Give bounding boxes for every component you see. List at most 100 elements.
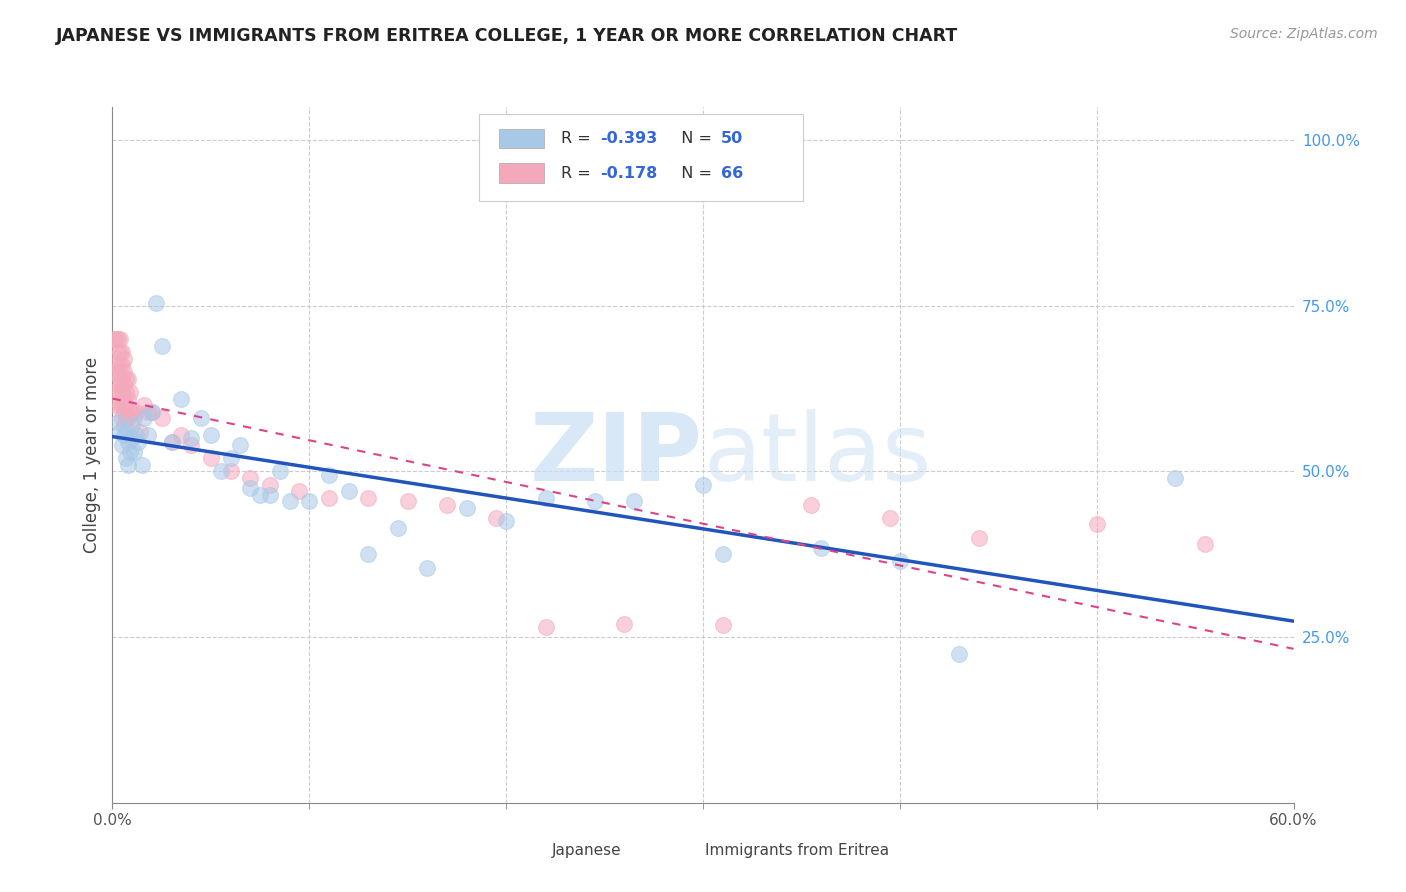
Point: [141, 405, 163, 419]
Point: [107, 415, 129, 429]
Point: [219, 451, 242, 466]
FancyBboxPatch shape: [662, 845, 695, 857]
Text: -0.178: -0.178: [600, 166, 658, 181]
Point: [112, 351, 135, 366]
Point: [170, 392, 193, 406]
Point: [121, 431, 143, 445]
Point: [125, 428, 148, 442]
Point: [111, 345, 134, 359]
Point: [209, 465, 232, 479]
Text: N =: N =: [671, 166, 717, 181]
Point: [107, 365, 129, 379]
Point: [200, 451, 222, 466]
Point: [111, 398, 134, 412]
Point: [122, 411, 145, 425]
Point: [298, 494, 321, 508]
Point: [357, 547, 380, 561]
Point: [111, 359, 134, 373]
Point: [127, 434, 149, 449]
Point: [623, 494, 645, 508]
Point: [112, 365, 135, 379]
Point: [534, 491, 557, 505]
Point: [889, 554, 911, 568]
Point: [967, 531, 990, 545]
Text: -0.393: -0.393: [600, 131, 658, 146]
Point: [318, 491, 340, 505]
Point: [129, 425, 152, 439]
Point: [1164, 471, 1187, 485]
Point: [110, 332, 132, 346]
Point: [105, 384, 128, 399]
Point: [115, 398, 138, 412]
Point: [495, 514, 517, 528]
Point: [337, 484, 360, 499]
Point: [103, 398, 125, 412]
Point: [111, 411, 134, 425]
Point: [416, 560, 439, 574]
Point: [436, 498, 458, 512]
Point: [136, 428, 159, 442]
Point: [115, 425, 138, 439]
Text: Immigrants from Eritrea: Immigrants from Eritrea: [706, 843, 890, 857]
Point: [711, 618, 734, 632]
Point: [117, 411, 139, 425]
Point: [121, 418, 143, 433]
Point: [115, 411, 138, 425]
Point: [110, 398, 132, 412]
Text: ZIP: ZIP: [530, 409, 703, 501]
Point: [180, 438, 202, 452]
Point: [259, 488, 281, 502]
Point: [117, 392, 139, 406]
Point: [239, 471, 262, 485]
Point: [121, 405, 143, 419]
Point: [132, 398, 155, 412]
Point: [711, 547, 734, 561]
Y-axis label: College, 1 year or more: College, 1 year or more: [83, 357, 101, 553]
Text: Source: ZipAtlas.com: Source: ZipAtlas.com: [1230, 27, 1378, 41]
Point: [110, 378, 132, 392]
Point: [288, 484, 311, 499]
Point: [1085, 517, 1108, 532]
Point: [249, 488, 271, 502]
Point: [103, 332, 125, 346]
Point: [239, 481, 262, 495]
Point: [112, 378, 135, 392]
Point: [160, 434, 183, 449]
Point: [110, 425, 132, 439]
Point: [396, 494, 419, 508]
Point: [948, 647, 970, 661]
Point: [456, 500, 478, 515]
FancyBboxPatch shape: [508, 845, 541, 857]
Point: [136, 405, 159, 419]
Point: [111, 438, 134, 452]
Text: 50: 50: [721, 131, 742, 146]
Point: [107, 384, 129, 399]
Point: [269, 465, 291, 479]
Point: [115, 384, 138, 399]
Text: N =: N =: [671, 131, 717, 146]
Text: 66: 66: [721, 166, 742, 181]
Point: [115, 372, 138, 386]
Point: [107, 345, 129, 359]
Point: [112, 418, 135, 433]
Point: [259, 477, 281, 491]
Point: [180, 431, 202, 445]
Point: [810, 541, 832, 555]
Point: [160, 434, 183, 449]
Point: [229, 438, 252, 452]
Point: [357, 491, 380, 505]
Point: [1194, 537, 1216, 551]
Point: [117, 434, 139, 449]
Point: [112, 405, 135, 419]
Point: [103, 365, 125, 379]
Point: [200, 428, 222, 442]
Point: [120, 444, 142, 458]
Text: atlas: atlas: [703, 409, 931, 501]
Point: [145, 295, 167, 310]
Point: [107, 332, 129, 346]
FancyBboxPatch shape: [499, 163, 544, 183]
Point: [387, 521, 409, 535]
Point: [110, 359, 132, 373]
Text: R =: R =: [561, 166, 596, 181]
Point: [120, 405, 142, 419]
